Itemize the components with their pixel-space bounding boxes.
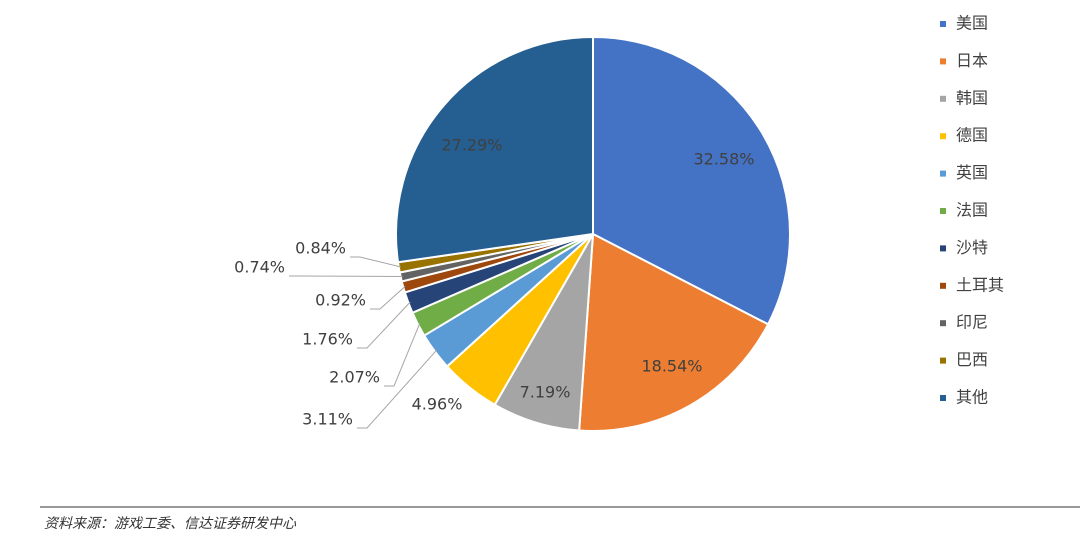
data-label: 1.76%: [302, 330, 353, 349]
legend-label: 印尼: [956, 313, 988, 332]
data-label: 3.11%: [302, 410, 353, 429]
legend-swatch: [940, 245, 946, 252]
source-note: 资料来源：游戏工委、信达证券研发中心: [44, 516, 297, 532]
legend-swatch: [940, 133, 946, 140]
legend-swatch: [940, 357, 946, 364]
data-label: 2.07%: [329, 368, 380, 387]
legend-swatch: [940, 395, 946, 401]
data-label: 0.84%: [295, 239, 346, 258]
pie-slice: [592, 35, 791, 326]
legend-label: 其他: [956, 388, 988, 407]
pie-slice: [395, 35, 594, 264]
legend-swatch: [940, 282, 946, 289]
data-label: 4.96%: [412, 395, 463, 414]
leader-line: [289, 275, 403, 278]
legend-label: 土耳其: [956, 275, 1004, 294]
leader-line: [370, 286, 406, 310]
data-label: 0.92%: [315, 291, 366, 310]
data-label: 27.29%: [441, 136, 502, 155]
legend-swatch: [940, 320, 946, 327]
leader-line: [384, 323, 421, 387]
legend-label: 美国: [956, 14, 988, 33]
legend-label: 日本: [956, 51, 988, 70]
legend-swatch: [940, 170, 946, 177]
legend-label: 法国: [956, 201, 988, 220]
legend-label: 沙特: [956, 238, 988, 257]
legend-label: 韩国: [956, 88, 988, 107]
data-label: 0.74%: [234, 258, 285, 277]
data-label: 18.54%: [641, 357, 702, 376]
legend-swatch: [940, 95, 946, 102]
legend-label: 德国: [956, 126, 988, 145]
leader-line: [350, 256, 401, 268]
data-label: 7.19%: [520, 383, 571, 402]
legend-swatch: [940, 208, 946, 214]
pie-slice: [578, 232, 770, 432]
data-label: 32.58%: [693, 150, 754, 169]
legend-swatch: [940, 21, 946, 27]
legend-label: 巴西: [956, 350, 988, 369]
leader-line: [357, 301, 411, 349]
legend-label: 英国: [956, 163, 988, 182]
leader-line: [357, 350, 437, 429]
legend-swatch: [940, 58, 946, 65]
